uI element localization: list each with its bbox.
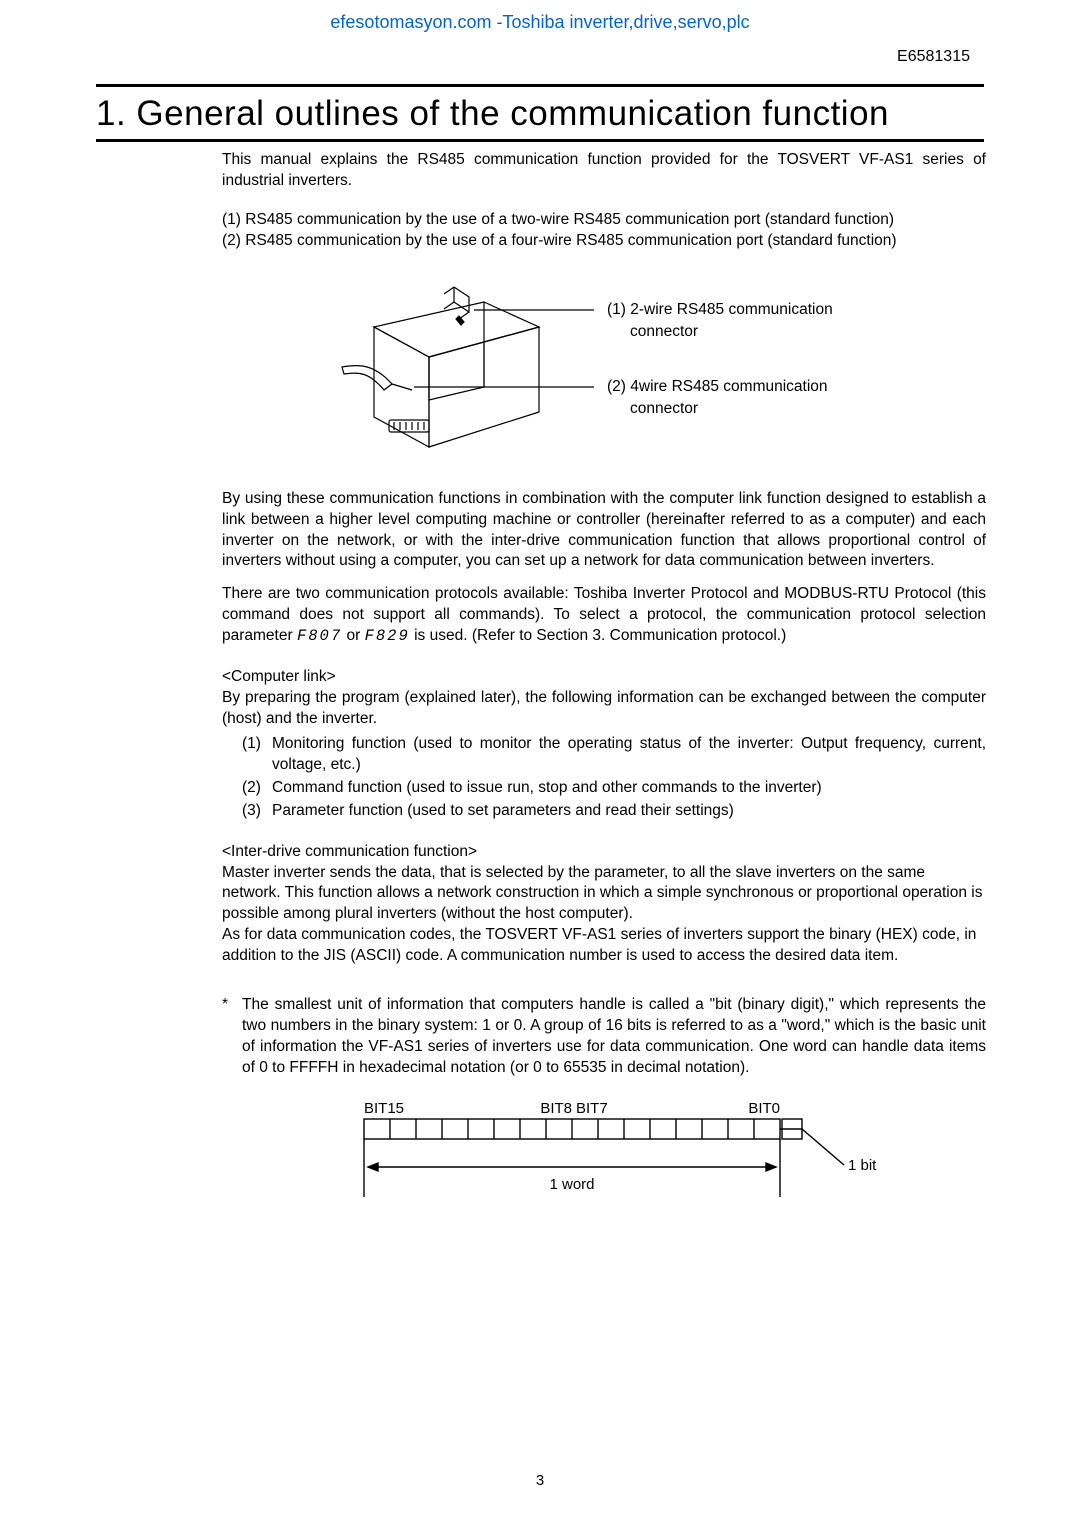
list-item-2-text: Command function (used to issue run, sto… [272,778,822,799]
paragraph-combined-functions: By using these communication functions i… [222,489,986,573]
interdrive-p1: Master inverter sends the data, that is … [222,863,986,926]
connector-diagram: (1) 2-wire RS485 communication connector… [222,272,942,467]
list-item-2: (2)Command function (used to issue run, … [242,778,986,799]
heading-rule-top [96,84,984,87]
label-bit7: BIT7 [576,1100,608,1117]
label-bit8: BIT8 [540,1100,572,1117]
list-item-3: (3)Parameter function (used to set param… [242,801,986,822]
bit-word-diagram: BIT15 BIT8 BIT7 BIT0 1 word 1 bit [324,1097,884,1207]
section-heading: 1. General outlines of the communication… [96,94,889,134]
protocols-post: is used. (Refer to Section 3. Communicat… [410,627,786,644]
label-1word: 1 word [549,1176,594,1193]
protocols-mid: or [342,627,364,644]
page-number: 3 [536,1472,544,1489]
label-bit0: BIT0 [748,1100,780,1117]
computer-link-paragraph: By preparing the program (explained late… [222,688,986,730]
footnote-text: The smallest unit of information that co… [242,995,986,1079]
param-f807: F807 [297,627,342,645]
label-1bit: 1 bit [848,1157,877,1174]
heading-rule-bottom [96,139,984,142]
list-item-3-text: Parameter function (used to set paramete… [272,801,734,822]
computer-link-heading: <Computer link> [222,667,986,688]
content-area: This manual explains the RS485 communica… [222,150,986,1207]
list-item-1-text: Monitoring function (used to monitor the… [272,734,986,776]
interdrive-heading: <Inter-drive communication function> [222,842,986,863]
diagram-label-1b: connector [630,322,698,343]
param-f829: F829 [365,627,410,645]
computer-link-list: (1)Monitoring function (used to monitor … [242,734,986,822]
diagram-label-2b: connector [630,399,698,420]
diagram-label-1a: (1) 2-wire RS485 communication [607,300,833,321]
rs485-line-1: (1) RS485 communication by the use of a … [222,210,986,231]
paragraph-protocols: There are two communication protocols av… [222,584,986,647]
interdrive-p2: As for data communication codes, the TOS… [222,925,986,967]
label-bit15: BIT15 [364,1100,404,1117]
list-item-1: (1)Monitoring function (used to monitor … [242,734,986,776]
header-link: efesotomasyon.com -Toshiba inverter,driv… [0,0,1080,33]
inverter-illustration [314,272,594,462]
diagram-label-2a: (2) 4wire RS485 communication [607,377,828,398]
document-number: E6581315 [897,48,970,66]
footnote: * The smallest unit of information that … [222,995,986,1079]
intro-paragraph: This manual explains the RS485 communica… [222,150,986,192]
footnote-star: * [222,995,242,1079]
rs485-line-2: (2) RS485 communication by the use of a … [222,231,986,252]
